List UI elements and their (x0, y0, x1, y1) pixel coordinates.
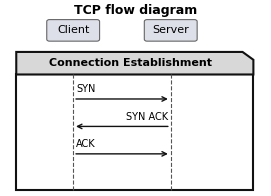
Text: Connection Establishment: Connection Establishment (49, 58, 212, 68)
Text: Server: Server (152, 25, 189, 35)
Text: SYN ACK: SYN ACK (126, 112, 168, 122)
Text: ACK: ACK (76, 139, 95, 149)
FancyBboxPatch shape (144, 20, 197, 41)
Text: TCP flow diagram: TCP flow diagram (74, 4, 197, 17)
Bar (16, 74, 253, 190)
FancyBboxPatch shape (47, 20, 100, 41)
Text: Client: Client (57, 25, 89, 35)
Polygon shape (16, 52, 253, 74)
Text: SYN: SYN (76, 84, 95, 94)
